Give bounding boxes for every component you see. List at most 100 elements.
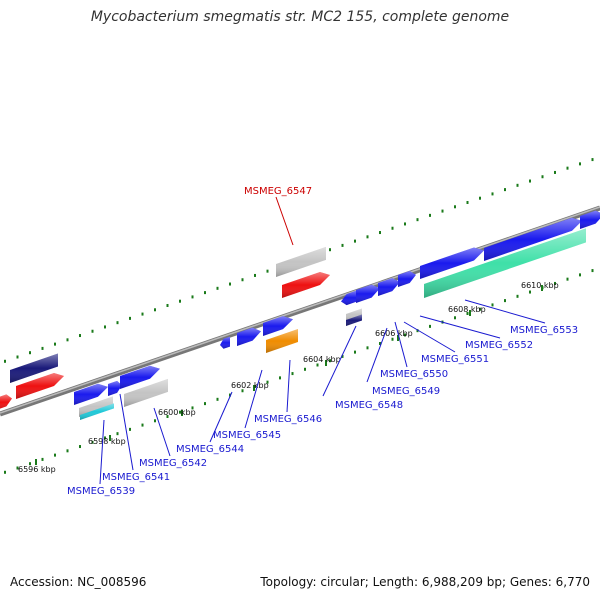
tick-dot: [554, 281, 556, 285]
label-leader-lines: [99, 196, 546, 485]
tick-dot: [104, 325, 106, 329]
tick-dot: [4, 470, 6, 474]
gene-msmeg-6547-gray-block[interactable]: [276, 246, 326, 277]
tick-dot: [241, 389, 244, 393]
tick-dot: [129, 427, 131, 431]
genome-backbone: [0, 205, 600, 417]
gene-red-fragment[interactable]: [0, 394, 12, 410]
tick-dot: [204, 402, 206, 406]
gene-msmeg-6553-block[interactable]: [484, 217, 582, 261]
gene-cyan-block-6539[interactable]: [80, 403, 114, 420]
gene-labels[interactable]: MSMEG_6547 MSMEG_6539 MSMEG_6541 MSMEG_6542…: [67, 186, 578, 497]
tick-dot: [504, 299, 506, 303]
leader-line: [275, 196, 294, 246]
gene-label-msmeg-6546[interactable]: MSMEG_6546: [254, 414, 322, 425]
gene-msmeg-6546-block[interactable]: [266, 329, 298, 353]
gene-msmeg-6541-block[interactable]: [108, 380, 122, 396]
tick-dot: [179, 299, 181, 303]
tick-dot: [16, 355, 19, 359]
gene-msmeg-6552-block[interactable]: [420, 247, 484, 279]
gene-label-msmeg-6552[interactable]: MSMEG_6552: [465, 340, 533, 351]
tick-dot: [354, 239, 356, 243]
gene-label-msmeg-6550[interactable]: MSMEG_6550: [380, 369, 448, 380]
tick-dot: [304, 367, 306, 371]
gene-msmeg-6551-block[interactable]: [398, 270, 416, 287]
tick-dot: [54, 453, 56, 457]
tick-dot: [91, 440, 94, 444]
gene-gray-block-6539[interactable]: [79, 396, 113, 417]
leader-line: [403, 321, 456, 353]
tick-dot: [154, 419, 156, 423]
tick-dot: [466, 311, 469, 315]
tick-dot: [329, 359, 331, 363]
gene-msmeg-6539-block[interactable]: [74, 383, 108, 405]
tick-dot: [479, 307, 481, 311]
tick-dot: [391, 226, 394, 230]
tick-dot: [79, 445, 81, 449]
tick-dot: [29, 351, 31, 355]
leader-line: [394, 321, 408, 368]
leader-line: [366, 327, 388, 383]
tick-dot: [454, 205, 456, 209]
tick-dot: [41, 346, 44, 350]
leader-line: [119, 393, 134, 471]
gene-label-msmeg-6553[interactable]: MSMEG_6553: [510, 325, 578, 336]
gene-msmeg-6545-block[interactable]: [237, 327, 261, 346]
tick-dot: [66, 449, 69, 453]
tick-dot: [529, 179, 531, 183]
tick-dot: [479, 196, 481, 200]
gene-edge-block[interactable]: [580, 210, 600, 229]
genome-stats-text: Topology: circular; Length: 6,988,209 bp…: [260, 575, 590, 589]
gene-label-msmeg-6551[interactable]: MSMEG_6551: [421, 354, 489, 365]
tick-dot: [141, 312, 144, 316]
gene-label-msmeg-6544[interactable]: MSMEG_6544: [176, 444, 244, 455]
tick-dot: [4, 359, 6, 363]
gene-msmeg-6544-block[interactable]: [220, 336, 230, 349]
gene-label-msmeg-6541[interactable]: MSMEG_6541: [102, 472, 170, 483]
tick-dot: [266, 380, 269, 384]
gene-msmeg-6550-block[interactable]: [378, 278, 400, 296]
tick-dot: [379, 342, 381, 346]
gene-gray-small[interactable]: [346, 308, 362, 321]
gene-label-msmeg-6548[interactable]: MSMEG_6548: [335, 400, 403, 411]
tick-dot: [116, 321, 119, 325]
gene-features[interactable]: [0, 210, 600, 420]
gene-msmeg-6542-block[interactable]: [124, 378, 168, 407]
tick-label: 6596 kbp: [18, 465, 56, 474]
tick-dot: [16, 466, 19, 470]
tick-dot: [554, 170, 556, 174]
gene-label-msmeg-6542[interactable]: MSMEG_6542: [139, 458, 207, 469]
gene-label-msmeg-6549[interactable]: MSMEG_6549: [372, 386, 440, 397]
leader-line: [99, 419, 105, 485]
tick-dot: [229, 282, 231, 286]
gene-teal-long-block[interactable]: [424, 228, 586, 298]
gene-label-msmeg-6545[interactable]: MSMEG_6545: [213, 430, 281, 441]
leader-line: [209, 391, 233, 443]
tick-dot: [591, 158, 594, 162]
tick-dot: [516, 294, 519, 298]
gene-msmeg-6541b-block[interactable]: [120, 365, 160, 389]
gene-navy-small[interactable]: [346, 314, 362, 326]
gene-msmeg-6547-block[interactable]: [282, 271, 330, 298]
gene-msmeg-6549-block[interactable]: [356, 284, 380, 303]
tick-label: 6598 kbp: [88, 437, 126, 446]
tick-label: 6608 kbp: [448, 305, 486, 314]
gene-red-block[interactable]: [16, 372, 64, 399]
tick-dot: [166, 303, 169, 307]
gene-navy-block[interactable]: [10, 353, 58, 383]
tick-dot: [566, 166, 569, 170]
tick-dot: [354, 350, 356, 354]
gene-label-msmeg-6539[interactable]: MSMEG_6539: [67, 486, 135, 497]
gene-label-msmeg-6547[interactable]: MSMEG_6547: [244, 186, 312, 197]
gene-msmeg-6548-block[interactable]: [341, 290, 357, 306]
tick-dot: [454, 316, 456, 320]
leader-line: [153, 407, 171, 457]
tick-dot: [216, 286, 219, 290]
tick-marks: 6596 kbp 6598 kbp 6600 kbp 6602 kbp 6604 kbp…: [18, 281, 559, 474]
tick-dot: [216, 397, 219, 401]
tick-dot: [341, 354, 344, 358]
gene-msmeg-6545b-block[interactable]: [263, 316, 293, 336]
tick-dot: [516, 183, 519, 187]
map-title: Mycobacterium smegmatis str. MC2 155, co…: [90, 9, 510, 25]
